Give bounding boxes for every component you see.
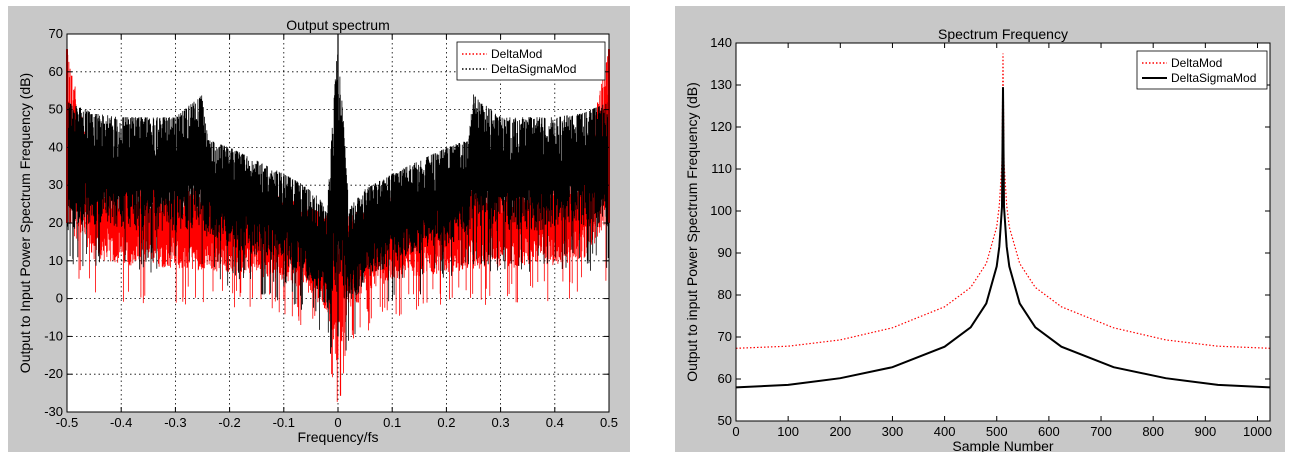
y-tick-label: 50 [49,102,63,117]
spectrum-frequency-chart: 0 100 200 300 400 500 600 700 800 900 1000 50 60 70 80… [684,26,1272,452]
x-tick-label: 800 [1142,424,1164,439]
y-tick-label: -10 [44,328,63,343]
x-axis-label: Frequency/fs [298,429,379,445]
x-tick-label: 100 [777,424,799,439]
series-line [67,48,609,354]
x-tick-label: 0.2 [437,415,455,430]
y-tick-label: 100 [710,203,732,218]
x-tick-label: 300 [882,424,904,439]
x-tick-label: 0.1 [383,415,401,430]
plot-frame [735,42,1271,422]
legend-label: DeltaSigmaMod [491,62,576,76]
x-tick-label: 0.3 [492,415,510,430]
y-tick-label: 70 [49,26,63,41]
chart-title: Output spectrum [286,17,390,33]
series-line-DeltaMod [736,53,1270,349]
y-tick-label: 130 [710,77,732,92]
x-tick-label: 0.5 [600,415,618,430]
x-tick-label: 0.4 [546,415,564,430]
y-tick-label: 20 [49,215,63,230]
chart-panel-output-spectrum: -0.5 -0.4 -0.3 -0.2 -0.1 0 0.1 0.2 0.3 0.4 0.5 -30 -… [8,6,630,452]
legend-box [1136,50,1268,90]
x-tick-label: 400 [934,424,956,439]
y-tick-label: -20 [44,366,63,381]
y-tick-label: 60 [49,64,63,79]
x-tick-label: 900 [1194,424,1216,439]
y-tick-label: 120 [710,119,732,134]
x-tick-label: 1000 [1243,424,1272,439]
y-tick-label: 10 [49,253,63,268]
legend-label: DeltaMod [1171,56,1222,70]
y-tick-label: 80 [718,287,732,302]
y-tick-label: 140 [710,35,732,50]
chart-panel-spectrum-frequency: 0 100 200 300 400 500 600 700 800 900 1000 50 60 70 80… [675,6,1285,452]
x-tick-label: -0.3 [164,415,186,430]
y-axis-label: Output to Input Power Spectrum Frequency… [17,73,33,373]
y-tick-label: 40 [49,139,63,154]
y-axis-label: Output to input Power Spectrum Frequency… [684,82,700,382]
legend-label: DeltaSigmaMod [1171,71,1256,85]
x-tick-label: -0.1 [273,415,295,430]
y-tick-label: 30 [49,177,63,192]
legend-box [456,41,606,81]
y-tick-label: -30 [44,404,63,419]
y-tick-label: 0 [56,291,63,306]
x-tick-label: -0.5 [56,415,78,430]
y-tick-label: 90 [718,245,732,260]
x-tick-label: 0 [334,415,341,430]
x-tick-label: 0 [732,424,739,439]
series-line-DeltaSigmaMod [736,87,1270,389]
x-tick-label: 500 [986,424,1008,439]
x-tick-label: 200 [829,424,851,439]
y-tick-label: 110 [711,161,732,176]
x-tick-label: 600 [1038,424,1060,439]
x-tick-label: -0.4 [110,415,132,430]
chart-title: Spectrum Frequency [938,26,1068,42]
y-tick-label: 60 [718,371,732,386]
y-tick-label: 50 [718,413,732,428]
output-spectrum-chart: -0.5 -0.4 -0.3 -0.2 -0.1 0 0.1 0.2 0.3 0.4 0.5 -30 -… [17,17,618,445]
y-tick-label: 70 [718,329,732,344]
legend-label: DeltaMod [491,47,542,61]
x-tick-label: 700 [1090,424,1112,439]
x-tick-label: -0.2 [218,415,240,430]
x-axis-label: Sample Number [952,438,1053,452]
series-DeltaSigmaMod [67,48,609,354]
